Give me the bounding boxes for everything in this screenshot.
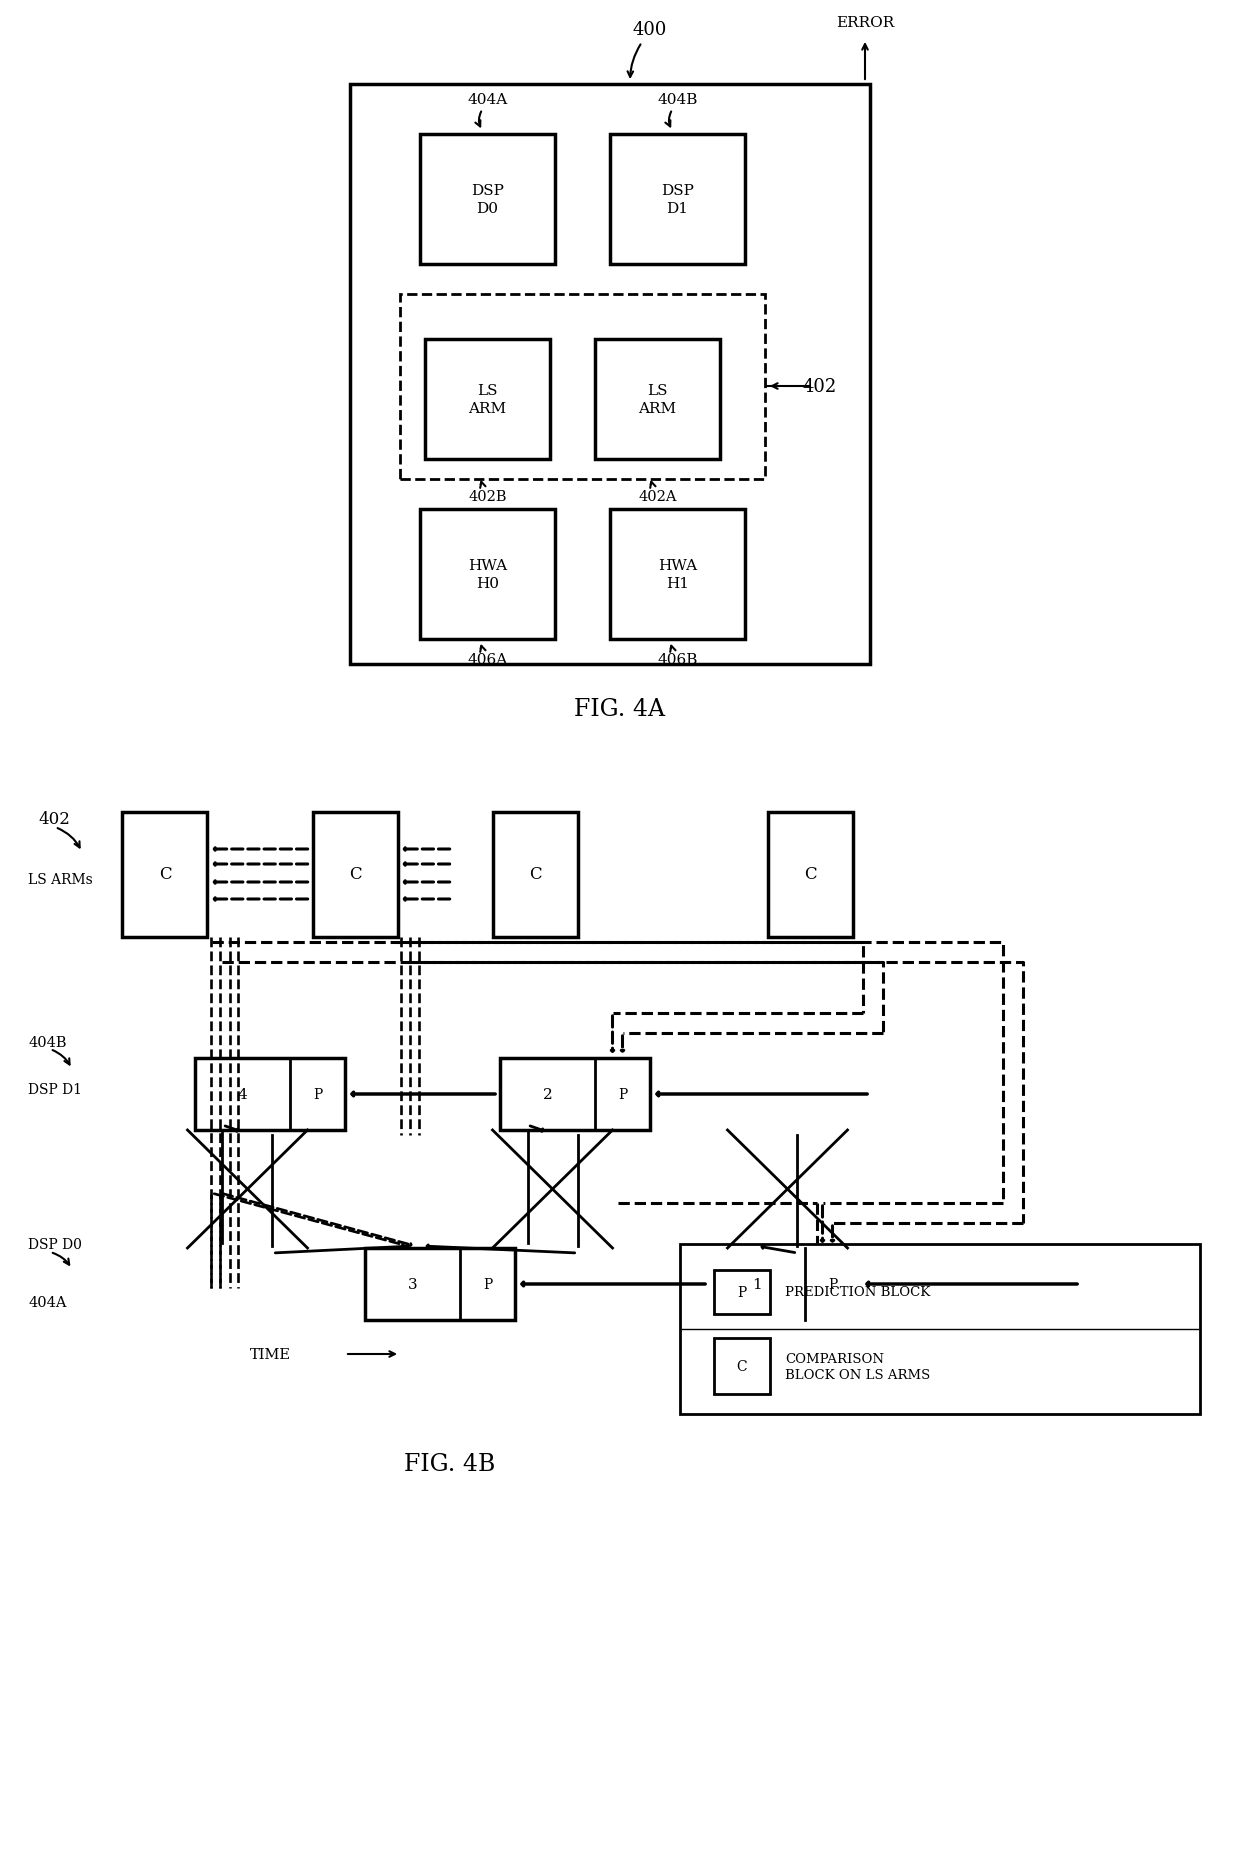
Bar [195,1059,345,1130]
Text: C: C [528,867,542,884]
Text: 406B: 406B [657,652,698,667]
Text: ERROR: ERROR [836,17,894,30]
Text: 406A: 406A [467,652,507,667]
Bar [365,1249,515,1320]
Text: FIG. 4A: FIG. 4A [574,699,666,721]
Text: HWA
H1: HWA H1 [658,559,697,591]
Text: C: C [348,867,361,884]
Text: 3: 3 [408,1277,418,1292]
Text: P: P [828,1277,837,1292]
Bar [312,813,398,938]
Text: C: C [737,1359,748,1374]
Text: C: C [804,867,816,884]
Bar [492,813,578,938]
Text: C: C [159,867,171,884]
Bar [123,813,207,938]
Bar [714,1338,770,1394]
Text: 4: 4 [238,1087,247,1102]
Text: FIG. 4B: FIG. 4B [404,1452,496,1476]
Text: 404A: 404A [29,1295,67,1309]
Bar [420,509,556,639]
Text: DSP D0: DSP D0 [29,1238,82,1251]
Text: TIME: TIME [250,1348,291,1361]
Bar [420,134,556,265]
Bar [595,339,720,460]
Text: LS
ARM: LS ARM [639,384,677,416]
Text: P: P [618,1087,627,1102]
Text: 404A: 404A [467,93,507,106]
Text: PREDICTION BLOCK: PREDICTION BLOCK [785,1286,930,1299]
Bar [350,86,870,665]
Text: 402A: 402A [639,490,677,503]
Bar [610,509,745,639]
Text: DSP
D0: DSP D0 [471,185,503,216]
Text: 2: 2 [543,1087,552,1102]
Bar [425,339,551,460]
Text: HWA
H0: HWA H0 [467,559,507,591]
Bar [680,1245,1200,1415]
Text: 404B: 404B [29,1035,67,1049]
Bar [500,1059,650,1130]
Text: 400: 400 [632,21,667,39]
Text: 402: 402 [38,811,69,828]
Bar [401,295,765,479]
Text: COMPARISON
BLOCK ON LS ARMS: COMPARISON BLOCK ON LS ARMS [785,1351,930,1381]
Text: LS ARMs: LS ARMs [29,872,93,887]
Text: P: P [312,1087,322,1102]
Text: P: P [738,1284,746,1299]
Text: DSP D1: DSP D1 [29,1083,82,1096]
Text: P: P [482,1277,492,1292]
Text: 1: 1 [753,1277,763,1292]
Bar [711,1249,861,1320]
Bar [768,813,853,938]
Bar [610,134,745,265]
Bar [714,1269,770,1314]
Text: 402: 402 [802,378,837,395]
Text: LS
ARM: LS ARM [469,384,507,416]
Text: DSP
D1: DSP D1 [661,185,694,216]
Text: 402B: 402B [469,490,507,503]
Text: 404B: 404B [657,93,698,106]
